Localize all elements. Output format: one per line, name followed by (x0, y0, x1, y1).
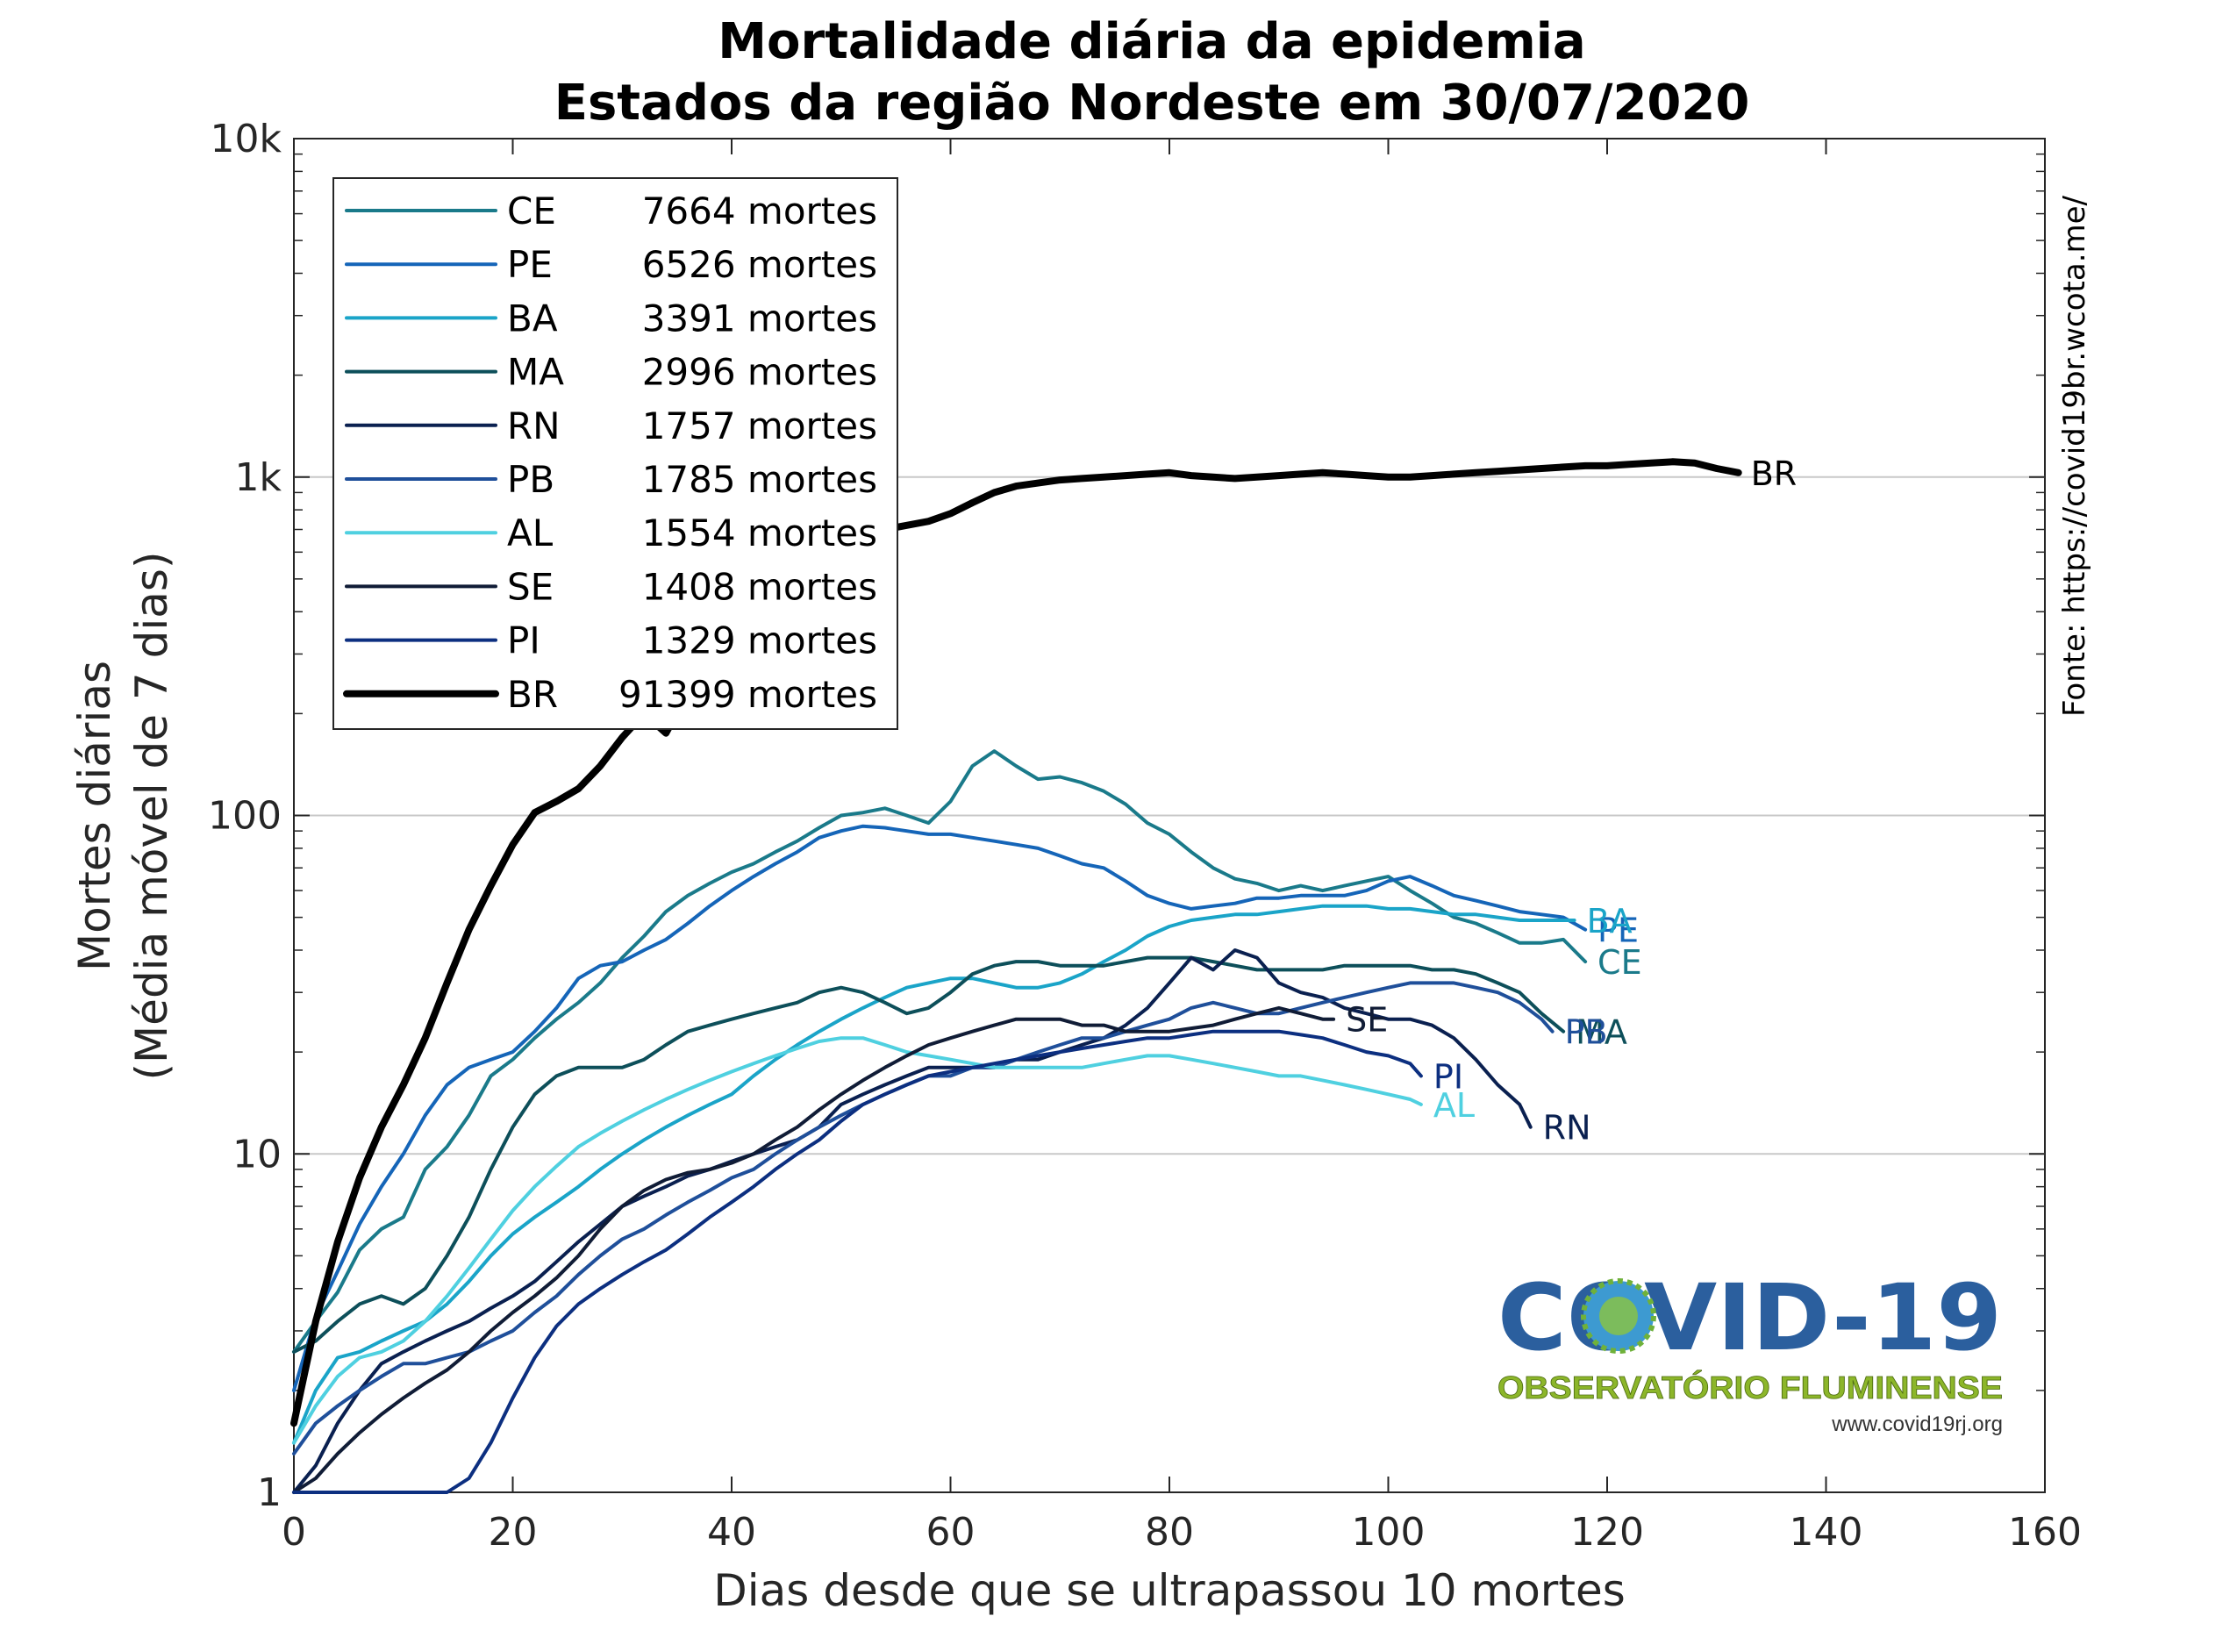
legend-death-count: 1757 mortes (642, 404, 877, 447)
logo-subtitle: OBSERVATÓRIO FLUMINENSE (1497, 1369, 2003, 1405)
x-tick-label: 160 (2008, 1510, 2082, 1555)
legend-series-name: PE (507, 243, 553, 286)
x-axis-title: Dias desde que se ultrapassou 10 mortes (713, 1565, 1626, 1616)
series-line-ba (292, 904, 1576, 1445)
y-tick-label: 10 (232, 1132, 282, 1176)
legend-death-count: 2996 mortes (642, 351, 877, 394)
legend-death-count: 3391 mortes (642, 297, 877, 340)
series-end-label-ce: CE (1597, 943, 1642, 982)
x-tick-label: 40 (707, 1510, 756, 1555)
legend-series-name: AL (507, 511, 554, 554)
series-end-label-ba: BA (1587, 902, 1633, 940)
y-axis-title-line-2: (Média móvel de 7 dias) (126, 552, 177, 1081)
y-tick-label: 100 (208, 794, 282, 839)
series-end-label-pe: PE (1597, 912, 1639, 950)
legend-series-name: BR (507, 673, 558, 716)
series-lines (290, 458, 1742, 1494)
legend: CE 7664 mortes PE 6526 mortes BA 3391 mortes M… (332, 177, 898, 730)
series-line-se (292, 1005, 1336, 1494)
series-end-label-rn: RN (1543, 1109, 1591, 1148)
series-line-ce (292, 749, 1588, 1354)
x-tick-label: 20 (489, 1510, 538, 1555)
legend-death-count: 91399 mortes (618, 673, 877, 716)
legend-series-name: CE (507, 190, 556, 232)
series-end-label-ma: MA (1576, 1013, 1627, 1052)
legend-series-name: SE (507, 565, 554, 608)
legend-series-name: MA (507, 351, 564, 394)
covid19-observatorio-logo: COVID-19 OBSERVATÓRIO FLUMINENSE www.cov… (1497, 1264, 2004, 1436)
x-tick-label: 0 (282, 1510, 306, 1555)
series-end-label-pb: PB (1565, 1013, 1608, 1052)
legend-death-count: 1554 mortes (642, 511, 877, 554)
legend-box (332, 177, 898, 730)
series-line-br (290, 458, 1742, 1427)
legend-death-count: 6526 mortes (642, 243, 877, 286)
legend-death-count: 7664 mortes (642, 190, 877, 232)
logo-url: www.covid19rj.org (1831, 1412, 2003, 1436)
series-line-ma (292, 955, 1566, 1354)
y-tick-label: 1 (257, 1470, 282, 1515)
axis-ticks: 1 10 100 1k 10k 0 20 40 60 80 100 120 140 160 (208, 117, 2082, 1555)
source-note: Fonte: https://covid19br.wcota.me/ (2057, 195, 2092, 717)
legend-death-count: 1408 mortes (642, 565, 877, 608)
series-line-al (292, 1036, 1423, 1445)
x-tick-label: 140 (1790, 1510, 1863, 1555)
virus-icon (1581, 1278, 1656, 1354)
x-tick-label: 100 (1352, 1510, 1426, 1555)
series-end-label-pi: PI (1433, 1057, 1463, 1096)
y-axis-title-line-1: Mortes diárias (69, 661, 120, 971)
series-end-label-br: BR (1751, 454, 1797, 493)
legend-death-count: 1785 mortes (642, 458, 877, 501)
series-line-pi (292, 1029, 1423, 1494)
legend-series-name: PB (507, 458, 554, 501)
y-tick-label: 1k (235, 455, 282, 500)
x-tick-label: 120 (1570, 1510, 1644, 1555)
x-tick-label: 80 (1145, 1510, 1194, 1555)
chart-title-line-1: Mortalidade diária da epidemia (718, 13, 1585, 70)
y-tick-label: 10k (211, 117, 282, 161)
logo-title: COVID-19 (1497, 1264, 2002, 1371)
legend-series-name: RN (507, 404, 561, 447)
series-line-rn (292, 948, 1533, 1494)
chart-title-line-2: Estados da região Nordeste em 30/07/2020 (554, 75, 1750, 132)
x-tick-label: 60 (926, 1510, 976, 1555)
series-end-label-se: SE (1346, 1001, 1388, 1040)
legend-death-count: 1329 mortes (642, 619, 877, 662)
series-line-pe (292, 824, 1588, 1392)
legend-series-name: PI (507, 619, 540, 662)
series-end-label-al: AL (1433, 1086, 1475, 1125)
legend-series-name: BA (507, 297, 558, 340)
